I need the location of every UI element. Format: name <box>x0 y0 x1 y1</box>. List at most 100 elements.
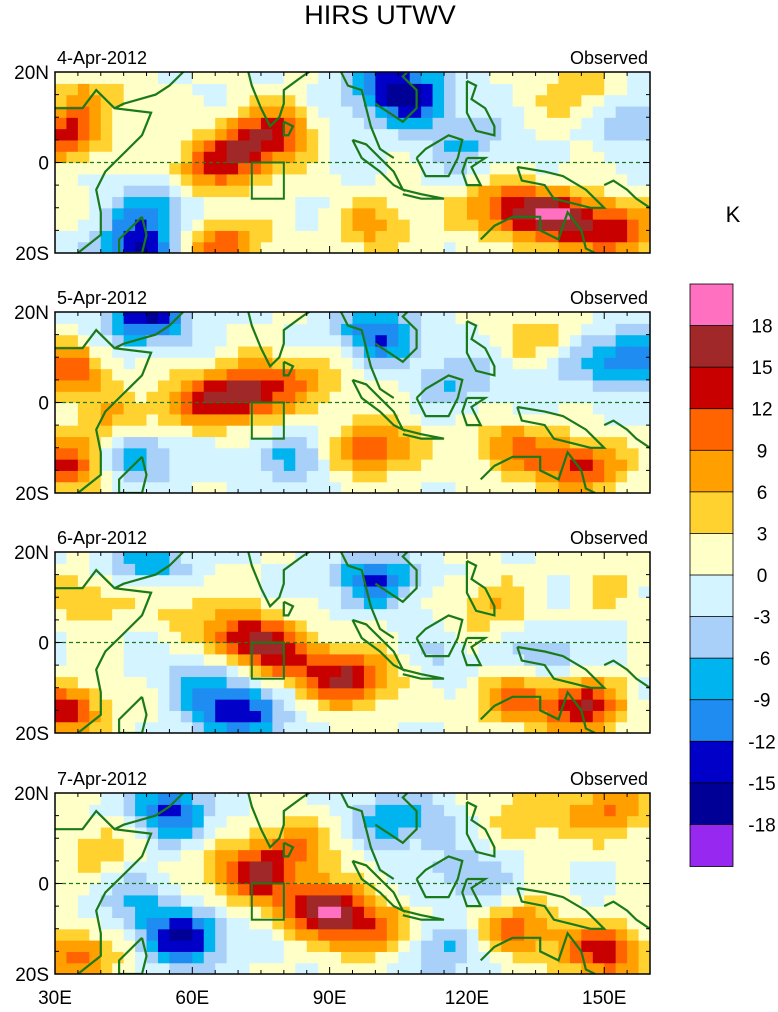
anomaly-field <box>55 312 650 493</box>
field-cell <box>558 185 571 198</box>
field-cell <box>581 687 594 700</box>
field-cell <box>238 860 251 873</box>
field-cell <box>363 379 376 392</box>
field-cell <box>89 230 102 243</box>
field-cell <box>501 379 514 392</box>
field-cell <box>432 94 445 107</box>
field-cell <box>249 883 262 896</box>
field-cell <box>386 413 399 426</box>
field-cell <box>512 436 525 449</box>
field-cell <box>512 928 525 941</box>
field-cell <box>295 872 308 885</box>
lat-label: 20S <box>15 724 49 745</box>
field-cell <box>627 917 640 930</box>
field-cell <box>157 721 171 733</box>
field-cell <box>592 631 605 644</box>
field-cell <box>444 139 457 152</box>
field-cell <box>55 838 68 851</box>
field-cell <box>444 721 457 733</box>
field-cell <box>295 597 308 610</box>
field-cell <box>215 585 228 598</box>
field-cell <box>432 196 445 209</box>
field-cell <box>501 151 514 164</box>
field-cell <box>192 162 205 175</box>
field-cell <box>283 173 296 186</box>
field-cell <box>524 872 537 885</box>
field-cell <box>569 860 582 873</box>
field-cell <box>444 676 457 689</box>
field-cell <box>123 563 136 576</box>
field-cell <box>77 826 90 839</box>
field-cell <box>569 721 582 733</box>
field-cell <box>627 151 640 164</box>
field-cell <box>363 402 376 415</box>
field-cell <box>535 219 548 231</box>
field-cell <box>558 230 571 243</box>
field-cell <box>524 72 537 84</box>
field-cell <box>375 128 388 141</box>
field-cell <box>306 379 319 392</box>
field-cell <box>306 962 319 974</box>
field-cell <box>592 619 605 632</box>
field-cell <box>318 391 331 404</box>
field-cell <box>226 906 239 919</box>
field-cell <box>238 574 251 587</box>
field-cell <box>478 447 491 460</box>
field-cell <box>421 917 434 930</box>
field-cell <box>123 105 136 118</box>
field-cell <box>272 815 285 828</box>
field-cell <box>215 815 228 828</box>
field-cell <box>421 368 434 381</box>
field-cell <box>135 962 148 974</box>
field-cell <box>478 219 491 231</box>
field-cell <box>89 894 102 907</box>
field-cell <box>295 196 308 209</box>
field-cell <box>478 597 491 610</box>
field-cell <box>306 219 319 231</box>
field-cell <box>146 425 159 438</box>
field-cell <box>455 357 468 370</box>
field-cell <box>409 459 422 471</box>
field-cell <box>100 653 113 666</box>
field-cell <box>135 162 148 175</box>
field-cell <box>215 334 228 347</box>
field-cell <box>169 710 182 723</box>
field-cell <box>352 391 365 404</box>
field-cell <box>432 413 445 426</box>
field-cell <box>615 72 628 84</box>
field-cell <box>226 334 239 347</box>
field-cell <box>386 883 399 896</box>
field-cell <box>55 425 68 438</box>
field-cell <box>627 379 640 392</box>
field-cell <box>524 139 537 152</box>
field-cell <box>157 470 171 483</box>
field-cell <box>226 962 239 974</box>
field-cell <box>249 162 262 175</box>
field-cell <box>192 642 205 655</box>
field-cell <box>283 470 296 483</box>
field-cell <box>180 470 193 483</box>
field-cell <box>489 883 502 896</box>
field-cell <box>569 379 582 392</box>
field-cell <box>615 334 628 347</box>
field-cell <box>226 94 239 107</box>
field-cell <box>375 185 388 198</box>
field-cell <box>169 563 182 576</box>
field-cell <box>386 619 399 632</box>
field-cell <box>466 173 479 186</box>
field-cell <box>306 105 319 118</box>
field-cell <box>592 906 605 919</box>
field-cell <box>375 552 388 564</box>
field-cell <box>501 585 514 598</box>
field-cell <box>55 312 68 324</box>
field-cell <box>638 676 650 689</box>
field-cell <box>363 219 376 231</box>
field-cell <box>478 687 491 700</box>
field-cell <box>352 173 365 186</box>
field-cell <box>306 894 319 907</box>
field-cell <box>444 94 457 107</box>
field-cell <box>432 241 445 253</box>
field-cell <box>604 653 617 666</box>
field-cell <box>249 962 262 974</box>
field-cell <box>615 676 628 689</box>
